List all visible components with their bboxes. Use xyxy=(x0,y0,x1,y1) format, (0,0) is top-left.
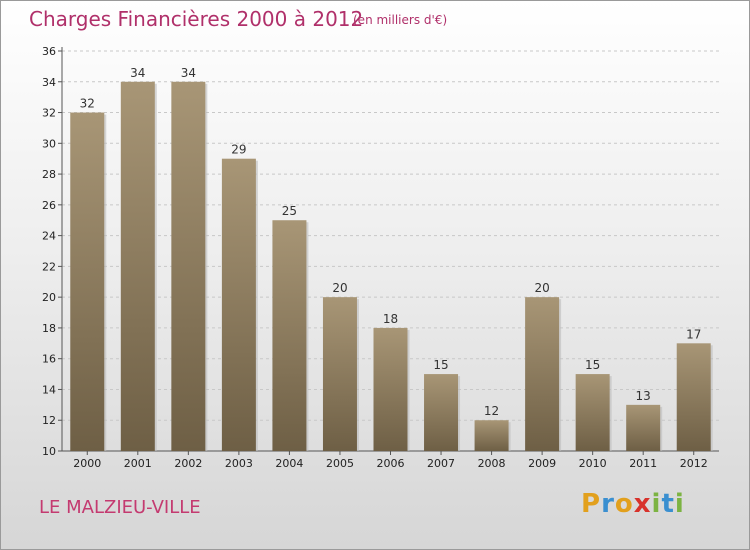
data-label: 12 xyxy=(484,404,499,418)
bar xyxy=(626,404,661,451)
y-tick-label: 20 xyxy=(42,291,56,304)
bar xyxy=(70,112,105,452)
data-label: 20 xyxy=(332,281,347,295)
x-tick-label: 2000 xyxy=(73,457,101,470)
y-tick-label: 16 xyxy=(42,353,56,366)
logo-letter: P xyxy=(581,489,602,519)
y-tick-label: 26 xyxy=(42,199,56,212)
data-label: 34 xyxy=(181,66,196,80)
proxiti-logo[interactable]: Proxiti xyxy=(581,489,685,519)
bar xyxy=(424,374,459,451)
y-tick-label: 36 xyxy=(42,45,56,58)
data-label: 15 xyxy=(433,358,448,372)
y-tick-label: 34 xyxy=(42,76,56,89)
y-tick-label: 30 xyxy=(42,137,56,150)
bars xyxy=(70,81,713,452)
data-label: 29 xyxy=(231,143,246,157)
data-label: 18 xyxy=(383,312,398,326)
logo-letter: o xyxy=(614,489,634,519)
x-tick-label: 2010 xyxy=(579,457,607,470)
data-label: 13 xyxy=(636,389,651,403)
bar xyxy=(120,81,155,452)
chart-title: Charges Financières 2000 à 2012 xyxy=(29,7,364,31)
y-tick-label: 24 xyxy=(42,230,56,243)
y-tick-label: 18 xyxy=(42,322,56,335)
y-tick-label: 22 xyxy=(42,260,56,273)
labels: 10 12 14 16 18 20 22 24 26 28 30 32 34 36 32 2000 34 2001… xyxy=(42,45,708,470)
data-label: 15 xyxy=(585,358,600,372)
data-label: 25 xyxy=(282,204,297,218)
bar xyxy=(575,374,610,451)
x-tick-label: 2009 xyxy=(528,457,556,470)
bar xyxy=(272,220,307,451)
data-label: 17 xyxy=(686,327,701,341)
y-tick-label: 12 xyxy=(42,414,56,427)
bar-chart: 10 12 14 16 18 20 22 24 26 28 30 32 34 36 32 2000 34 2001… xyxy=(42,45,719,470)
data-label: 32 xyxy=(80,97,95,111)
x-tick-label: 2005 xyxy=(326,457,354,470)
logo-letter: i xyxy=(674,489,685,519)
bar xyxy=(474,420,509,451)
logo-letter: t xyxy=(661,489,675,519)
bar xyxy=(676,343,711,451)
x-tick-label: 2008 xyxy=(478,457,506,470)
data-label: 20 xyxy=(534,281,549,295)
x-tick-label: 2011 xyxy=(629,457,657,470)
bar xyxy=(525,297,560,451)
bar xyxy=(322,297,357,451)
x-tick-label: 2006 xyxy=(377,457,405,470)
bar xyxy=(373,327,408,451)
logo-letter: i xyxy=(651,489,662,519)
y-tick-label: 28 xyxy=(42,168,56,181)
commune-name: LE MALZIEU-VILLE xyxy=(39,497,201,518)
chart-unit: (en milliers d'€) xyxy=(353,13,448,27)
logo-letter: x xyxy=(633,489,652,519)
x-tick-label: 2012 xyxy=(680,457,708,470)
y-tick-label: 10 xyxy=(42,445,56,458)
y-tick-label: 32 xyxy=(42,107,56,120)
bar xyxy=(171,81,206,452)
logo-letter: r xyxy=(601,489,615,519)
x-tick-label: 2004 xyxy=(275,457,303,470)
x-tick-label: 2001 xyxy=(124,457,152,470)
x-tick-label: 2007 xyxy=(427,457,455,470)
x-tick-label: 2003 xyxy=(225,457,253,470)
bar xyxy=(221,158,256,451)
data-label: 34 xyxy=(130,66,145,80)
x-tick-label: 2002 xyxy=(174,457,202,470)
y-tick-label: 14 xyxy=(42,383,56,396)
